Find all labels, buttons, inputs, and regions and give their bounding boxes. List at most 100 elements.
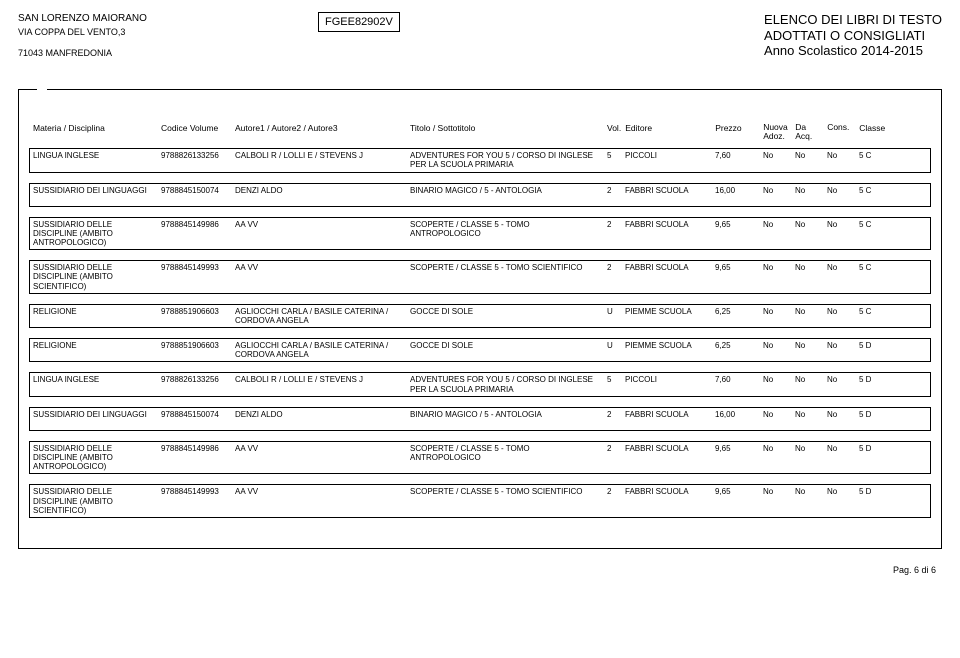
cell-prezzo: 6,25 xyxy=(712,305,760,327)
cell-cons: No xyxy=(824,305,856,327)
cell-nuova: No xyxy=(760,442,792,474)
cell-editore: PICCOLI xyxy=(622,149,712,171)
cell-classe: 5 C xyxy=(856,261,890,293)
cell-cons: No xyxy=(824,485,856,517)
hdr-prezzo: Prezzo xyxy=(713,123,761,140)
cell-nuova: No xyxy=(760,149,792,171)
cell-prezzo: 16,00 xyxy=(712,408,760,430)
table-row: SUSSIDIARIO DELLE DISCIPLINE (AMBITO SCI… xyxy=(29,260,931,294)
hdr-editore: Editore xyxy=(623,123,713,140)
cell-materia: SUSSIDIARIO DEI LINGUAGGI xyxy=(30,184,158,206)
cell-classe: 5 D xyxy=(856,408,890,430)
table-row: SUSSIDIARIO DELLE DISCIPLINE (AMBITO SCI… xyxy=(29,484,931,518)
title-line1: ELENCO DEI LIBRI DI TESTO xyxy=(764,12,942,28)
cell-nuova: No xyxy=(760,184,792,206)
cell-prezzo: 9,65 xyxy=(712,485,760,517)
cell-prezzo: 9,65 xyxy=(712,261,760,293)
cell-cons: No xyxy=(824,442,856,474)
cell-cons: No xyxy=(824,261,856,293)
cell-editore: FABBRI SCUOLA xyxy=(622,218,712,250)
cell-titolo: SCOPERTE / CLASSE 5 - TOMO SCIENTIFICO xyxy=(407,485,604,517)
cell-nuova: No xyxy=(760,218,792,250)
cell-titolo: BINARIO MAGICO / 5 - ANTOLOGIA xyxy=(407,408,604,430)
cell-nuova: No xyxy=(760,305,792,327)
cell-vol: 2 xyxy=(604,184,622,206)
cell-vol: 2 xyxy=(604,485,622,517)
table-row: LINGUA INGLESE9788826133256CALBOLI R / L… xyxy=(29,148,931,172)
page-number: Pag. 6 di 6 xyxy=(893,565,936,575)
table-row: RELIGIONE9788851906603AGLIOCCHI CARLA / … xyxy=(29,338,931,362)
cell-codice: 9788826133256 xyxy=(158,149,232,171)
hdr-materia: Materia / Disciplina xyxy=(31,123,159,140)
cell-titolo: SCOPERTE / CLASSE 5 - TOMO ANTROPOLOGICO xyxy=(407,218,604,250)
column-headers: Materia / Disciplina Codice Volume Autor… xyxy=(29,123,931,140)
cell-da: No xyxy=(792,408,824,430)
table-row: RELIGIONE9788851906603AGLIOCCHI CARLA / … xyxy=(29,304,931,328)
cell-materia: SUSSIDIARIO DELLE DISCIPLINE (AMBITO ANT… xyxy=(30,442,158,474)
cell-editore: PIEMME SCUOLA xyxy=(622,305,712,327)
cell-editore: FABBRI SCUOLA xyxy=(622,485,712,517)
cell-autore: DENZI ALDO xyxy=(232,408,407,430)
cell-classe: 5 C xyxy=(856,305,890,327)
cell-materia: LINGUA INGLESE xyxy=(30,373,158,395)
cell-classe: 5 C xyxy=(856,149,890,171)
cell-titolo: BINARIO MAGICO / 5 - ANTOLOGIA xyxy=(407,184,604,206)
cell-titolo: GOCCE DI SOLE xyxy=(407,339,604,361)
cell-autore: CALBOLI R / LOLLI E / STEVENS J xyxy=(232,149,407,171)
hdr-autore: Autore1 / Autore2 / Autore3 xyxy=(233,123,408,140)
cell-titolo: SCOPERTE / CLASSE 5 - TOMO ANTROPOLOGICO xyxy=(407,442,604,474)
page-footer: Pag. 6 di 6 xyxy=(18,565,942,575)
cell-da: No xyxy=(792,373,824,395)
cell-autore: AA VV xyxy=(232,218,407,250)
cell-autore: AA VV xyxy=(232,442,407,474)
cell-prezzo: 7,60 xyxy=(712,149,760,171)
cell-cons: No xyxy=(824,373,856,395)
cell-materia: RELIGIONE xyxy=(30,305,158,327)
content-frame: Materia / Disciplina Codice Volume Autor… xyxy=(18,89,942,549)
cell-materia: RELIGIONE xyxy=(30,339,158,361)
cell-autore: AA VV xyxy=(232,485,407,517)
cell-editore: FABBRI SCUOLA xyxy=(622,408,712,430)
cell-codice: 9788845150074 xyxy=(158,184,232,206)
cell-da: No xyxy=(792,305,824,327)
cell-cons: No xyxy=(824,184,856,206)
cell-vol: 2 xyxy=(604,408,622,430)
cell-cons: No xyxy=(824,408,856,430)
table-row: SUSSIDIARIO DEI LINGUAGGI9788845150074DE… xyxy=(29,407,931,431)
cell-codice: 9788845150074 xyxy=(158,408,232,430)
school-name: SAN LORENZO MAIORANO xyxy=(18,12,298,26)
cell-classe: 5 D xyxy=(856,485,890,517)
hdr-vol: Vol. xyxy=(605,123,623,140)
cell-da: No xyxy=(792,261,824,293)
hdr-classe: Classe xyxy=(857,123,891,140)
cell-autore: CALBOLI R / LOLLI E / STEVENS J xyxy=(232,373,407,395)
cell-classe: 5 C xyxy=(856,184,890,206)
hdr-da: Da Acq. xyxy=(793,123,825,140)
cell-cons: No xyxy=(824,149,856,171)
cell-autore: AA VV xyxy=(232,261,407,293)
cell-autore: DENZI ALDO xyxy=(232,184,407,206)
cell-materia: SUSSIDIARIO DELLE DISCIPLINE (AMBITO SCI… xyxy=(30,261,158,293)
school-city: 71043 MANFREDONIA xyxy=(18,47,298,60)
school-code-box: FGEE82902V xyxy=(318,12,400,32)
cell-materia: SUSSIDIARIO DELLE DISCIPLINE (AMBITO SCI… xyxy=(30,485,158,517)
cell-titolo: SCOPERTE / CLASSE 5 - TOMO SCIENTIFICO xyxy=(407,261,604,293)
cell-materia: LINGUA INGLESE xyxy=(30,149,158,171)
school-address: VIA COPPA DEL VENTO,3 xyxy=(18,26,298,39)
table-row: SUSSIDIARIO DELLE DISCIPLINE (AMBITO ANT… xyxy=(29,441,931,475)
hdr-codice: Codice Volume xyxy=(159,123,233,140)
cell-vol: 5 xyxy=(604,149,622,171)
cell-prezzo: 9,65 xyxy=(712,442,760,474)
table-row: LINGUA INGLESE9788826133256CALBOLI R / L… xyxy=(29,372,931,396)
cell-nuova: No xyxy=(760,485,792,517)
hdr-cons: Cons. xyxy=(825,123,857,140)
cell-codice: 9788826133256 xyxy=(158,373,232,395)
cell-da: No xyxy=(792,184,824,206)
cell-autore: AGLIOCCHI CARLA / BASILE CATERINA / CORD… xyxy=(232,305,407,327)
document-title-block: ELENCO DEI LIBRI DI TESTO ADOTTATI O CON… xyxy=(764,12,942,59)
cell-nuova: No xyxy=(760,373,792,395)
cell-cons: No xyxy=(824,218,856,250)
cell-prezzo: 6,25 xyxy=(712,339,760,361)
cell-nuova: No xyxy=(760,408,792,430)
cell-codice: 9788845149986 xyxy=(158,218,232,250)
